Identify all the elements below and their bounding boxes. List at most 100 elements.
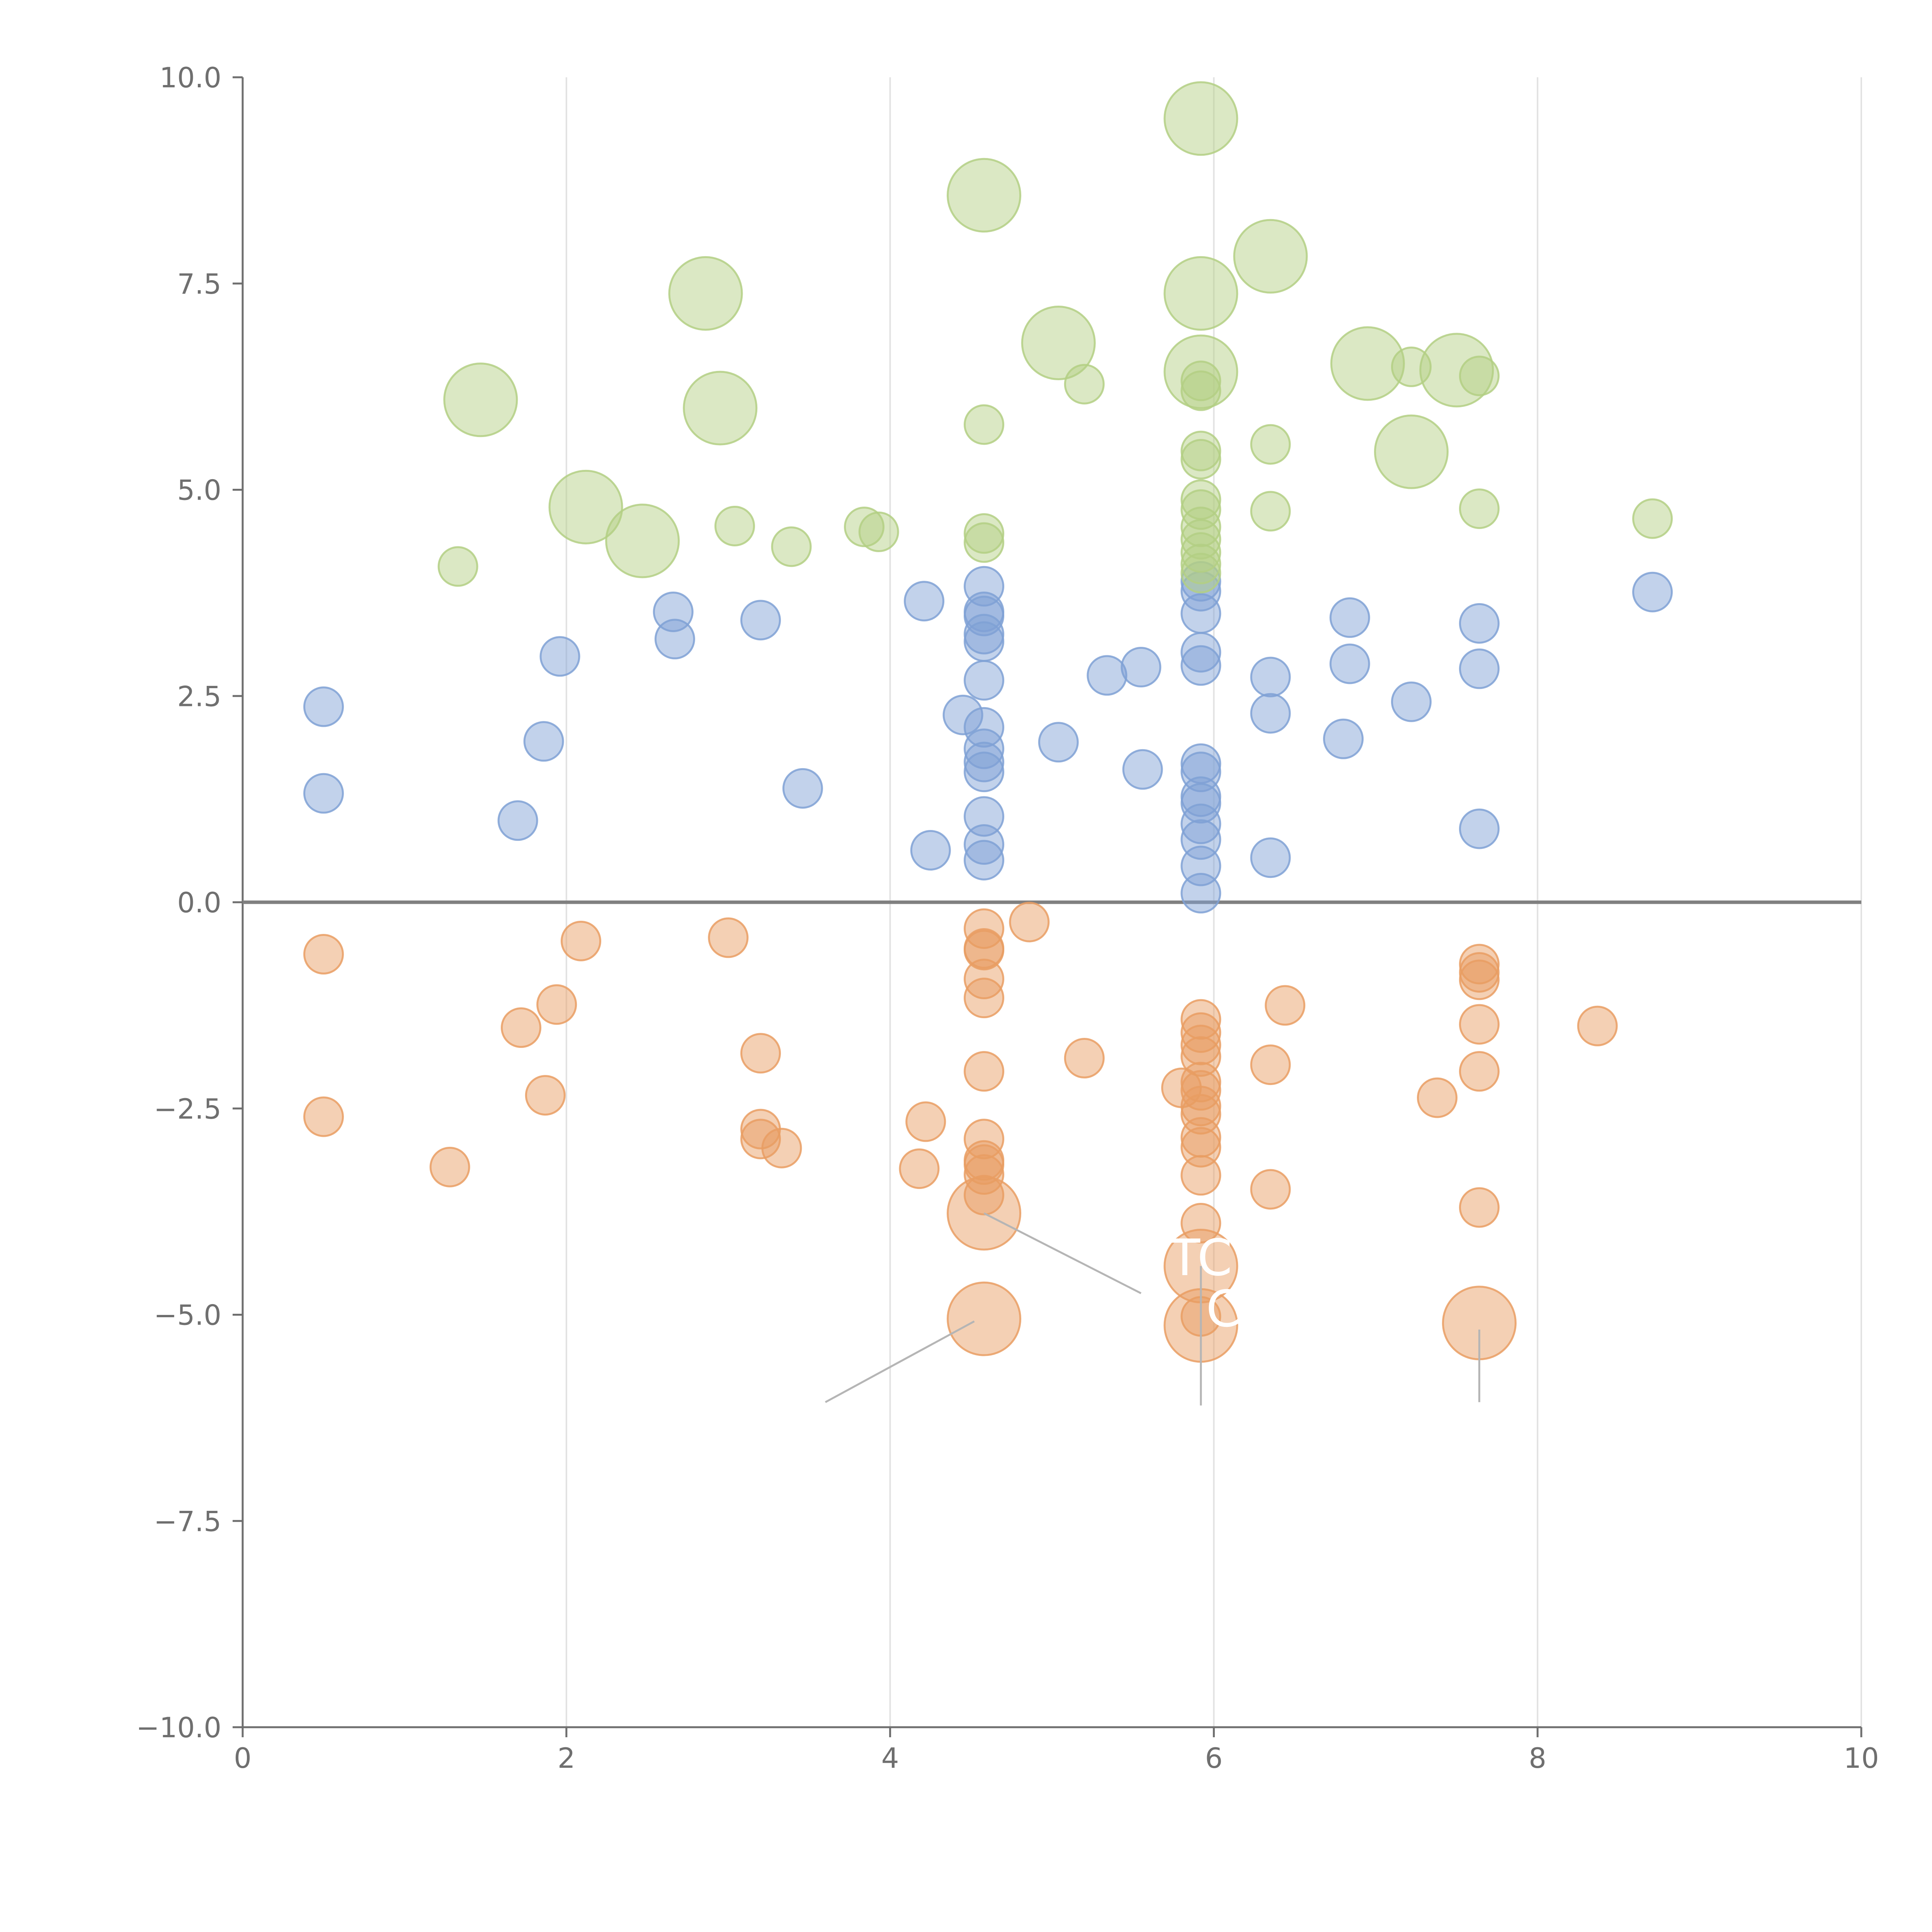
x-tick-label: 8 [1529, 1742, 1546, 1774]
blue-point [1250, 837, 1291, 878]
green-point [1180, 370, 1221, 411]
orange-point [964, 1154, 1005, 1195]
orange-point [964, 978, 1005, 1019]
blue-point [1250, 693, 1291, 734]
green-large-point [548, 469, 623, 544]
blue-point [1459, 603, 1500, 644]
blue-point [740, 600, 781, 641]
orange-point [1459, 1004, 1500, 1045]
blue-point [303, 686, 344, 727]
y-tick-label: −2.5 [154, 1093, 221, 1125]
orange-point [964, 930, 1005, 971]
blue-point [303, 773, 344, 814]
orange-point [1459, 1187, 1500, 1228]
green-point [1180, 553, 1221, 594]
blue-point [964, 824, 1005, 865]
blue-point [1632, 571, 1673, 612]
blue-point [1323, 718, 1364, 759]
green-point [1459, 488, 1500, 529]
y-tick-label: 7.5 [177, 268, 221, 300]
blue-point [1180, 783, 1221, 824]
blue-point [539, 636, 580, 677]
blue-point [497, 800, 538, 841]
blue-point [964, 660, 1005, 701]
green-point [858, 511, 899, 552]
orange-point [1459, 944, 1500, 985]
orange-point [561, 920, 602, 961]
green-point [964, 404, 1005, 445]
green-large-point [1021, 305, 1096, 380]
blue-point [964, 621, 1005, 662]
green-point [437, 546, 478, 587]
blue-point [964, 796, 1005, 837]
blue-point [1329, 597, 1370, 638]
orange-point [1459, 1051, 1500, 1092]
blue-point [964, 728, 1005, 769]
y-tick-label: 10.0 [160, 61, 221, 94]
green-point [1180, 489, 1221, 530]
green-large-point [1233, 219, 1308, 294]
x-tick-label: 2 [558, 1742, 575, 1774]
orange-point [1180, 1127, 1221, 1168]
blue-point [904, 581, 945, 622]
orange-point [1180, 1070, 1221, 1111]
annotation-label: TC [1169, 1228, 1233, 1287]
y-tick-label: −7.5 [154, 1505, 221, 1537]
orange-point [905, 1101, 946, 1142]
orange-point [1180, 1155, 1221, 1196]
blue-point [1180, 645, 1221, 686]
green-large-point [605, 503, 680, 578]
blue-point [1391, 681, 1432, 722]
blue-point [1459, 648, 1500, 689]
green-point [1632, 498, 1673, 539]
orange-point [899, 1148, 940, 1189]
blue-point [523, 721, 564, 762]
green-point [1180, 430, 1221, 471]
orange-point [429, 1146, 470, 1187]
green-large-point [443, 362, 518, 437]
orange-point [1009, 901, 1050, 942]
orange-point [1064, 1038, 1105, 1079]
blue-point [1121, 647, 1162, 688]
blue-point [1180, 873, 1221, 914]
orange-point [303, 934, 344, 975]
green-point [771, 526, 812, 567]
annotation-label: C [1206, 1279, 1241, 1338]
green-point [1180, 532, 1221, 573]
green-large-point [1330, 326, 1405, 401]
green-point [714, 505, 755, 546]
orange-point [761, 1128, 802, 1168]
orange-point [1180, 1024, 1221, 1065]
orange-point [964, 1144, 1005, 1185]
blue-point [964, 752, 1005, 793]
orange-point [303, 1096, 344, 1137]
blue-point [654, 619, 695, 660]
blue-point [1250, 656, 1291, 697]
green-point [1180, 361, 1221, 401]
orange-point [525, 1075, 566, 1116]
x-tick-label: 0 [234, 1742, 252, 1774]
blue-point [1180, 632, 1221, 673]
blue-point [1180, 803, 1221, 844]
orange-point [964, 1175, 1005, 1216]
y-axis-ticks: −10.0 −7.5 −5.0 −2.5 0.0 2.5 5.0 7.5 10.0 [136, 61, 243, 1744]
orange-point [1180, 1203, 1221, 1244]
green-point [1250, 491, 1291, 532]
blue-point [782, 768, 823, 809]
blue-point [964, 742, 1005, 782]
orange-point [1250, 1044, 1291, 1085]
orange-point [1265, 985, 1306, 1026]
green-large-point [947, 158, 1022, 233]
x-tick-label: 10 [1844, 1742, 1879, 1774]
blue-point [942, 694, 983, 735]
orange-point [708, 917, 749, 958]
green-large-point [1163, 256, 1238, 331]
orange-point [964, 1051, 1005, 1092]
x-tick-label: 4 [881, 1742, 899, 1774]
connector-line [825, 1320, 975, 1403]
green-point [1180, 439, 1221, 480]
orange-point [740, 1033, 781, 1074]
blue-point [910, 830, 951, 871]
green-point [844, 507, 885, 548]
green-large-point [1163, 334, 1238, 409]
